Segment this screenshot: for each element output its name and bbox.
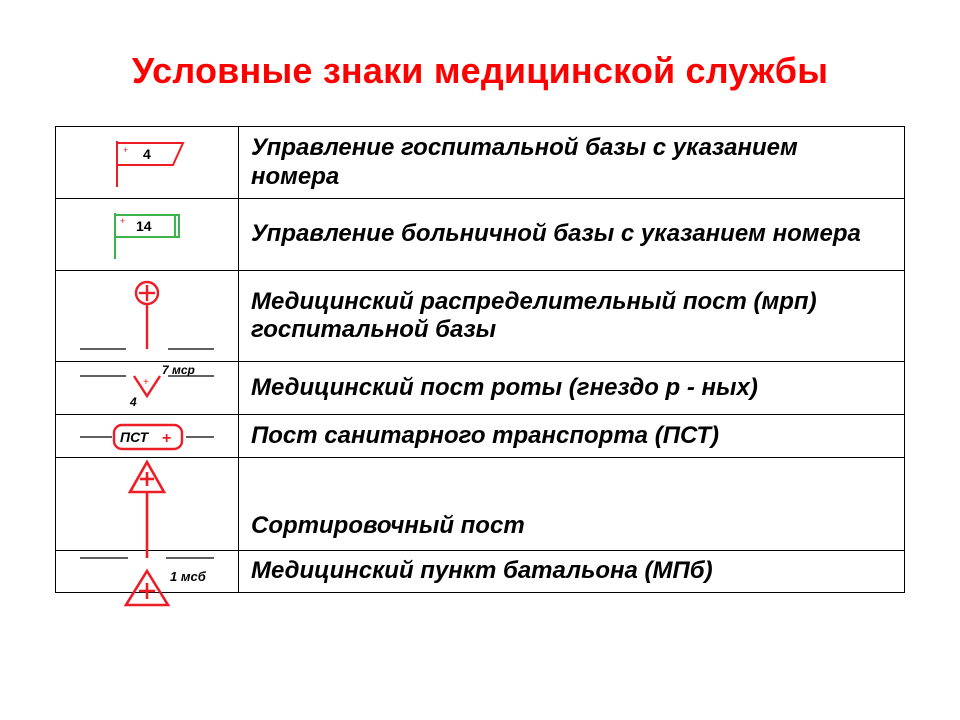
flag-skewed-icon: + 4 bbox=[87, 135, 207, 191]
symbol-cell-hospital-base: + 4 bbox=[56, 127, 239, 199]
svg-text:4: 4 bbox=[129, 395, 137, 409]
symbol-cell-pst: ПСТ + bbox=[56, 415, 239, 458]
svg-text:+: + bbox=[123, 145, 128, 155]
table-row: + 7 мср 4 Медицинский пост роты (гнездо … bbox=[56, 362, 905, 415]
table-row: + 14 Управление больничной базы с указан… bbox=[56, 199, 905, 271]
table-row: + 4 Управление госпитальной базы с указа… bbox=[56, 127, 905, 199]
desc-mpb: Медицинский пункт батальона (МПб) bbox=[239, 551, 905, 593]
svg-text:+: + bbox=[143, 377, 149, 388]
svg-text:14: 14 bbox=[136, 218, 152, 234]
desc-pst: Пост санитарного транспорта (ПСТ) bbox=[239, 415, 905, 458]
table-row: Медицинский распределительный пост (мрп)… bbox=[56, 271, 905, 362]
symbols-table: + 4 Управление госпитальной базы с указа… bbox=[55, 126, 905, 593]
flag-double-icon: + 14 bbox=[87, 207, 207, 263]
table-row: ПСТ + Пост санитарного транспорта (ПСТ) bbox=[56, 415, 905, 458]
symbol-cell-clinic-base: + 14 bbox=[56, 199, 239, 271]
svg-text:7 мср: 7 мср bbox=[162, 363, 195, 377]
desc-hospital-base: Управление госпитальной базы с указанием… bbox=[239, 127, 905, 199]
page-title: Условные знаки медицинской службы bbox=[55, 50, 905, 92]
symbol-cell-mrp bbox=[56, 271, 239, 362]
desc-clinic-base: Управление больничной базы с указанием н… bbox=[239, 199, 905, 271]
desc-triage: Сортировочный пост bbox=[239, 458, 905, 551]
slide: Условные знаки медицинской службы + 4 Уп… bbox=[0, 0, 960, 720]
svg-text:4: 4 bbox=[143, 146, 151, 162]
svg-text:ПСТ: ПСТ bbox=[120, 429, 150, 445]
desc-company-post: Медицинский пост роты (гнездо р - ных) bbox=[239, 362, 905, 415]
chevron-down-icon: + 7 мср 4 bbox=[56, 362, 238, 414]
table-row: Сортировочный пост bbox=[56, 458, 905, 551]
symbol-cell-triage bbox=[56, 458, 239, 551]
circle-plus-post-icon bbox=[56, 269, 238, 361]
svg-text:+: + bbox=[162, 430, 171, 447]
svg-text:+: + bbox=[120, 216, 125, 226]
desc-mrp: Медицинский распределительный пост (мрп)… bbox=[239, 271, 905, 362]
svg-text:1 мсб: 1 мсб bbox=[170, 569, 207, 584]
pst-box-icon: ПСТ + bbox=[56, 415, 238, 457]
symbol-cell-mpb: 1 мсб bbox=[56, 551, 239, 593]
symbol-cell-company-post: + 7 мср 4 bbox=[56, 362, 239, 415]
table-wrapper: + 4 Управление госпитальной базы с указа… bbox=[55, 126, 905, 593]
triangle-plus-icon: 1 мсб bbox=[56, 553, 238, 613]
table-row: 1 мсб Медицинский пункт батальона (МПб) bbox=[56, 551, 905, 593]
